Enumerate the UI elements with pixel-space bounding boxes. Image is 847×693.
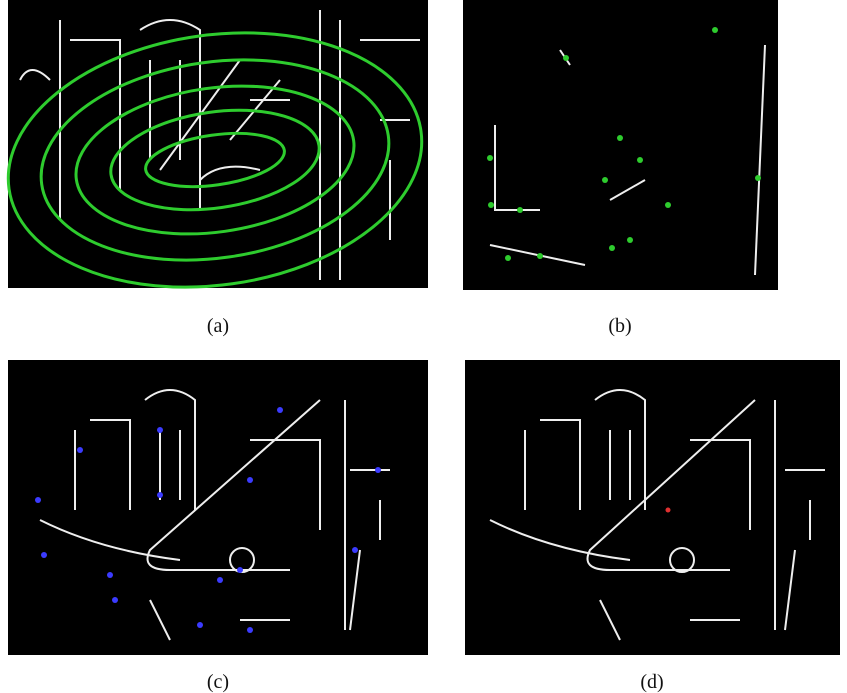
panel-d [465,360,840,655]
caption: (d) [640,671,663,693]
page: (a) (b) (c) (d) (() => { const data = JS… [0,0,847,693]
caption: (c) [207,671,229,693]
image-a [8,0,428,288]
caption: (a) [207,315,229,337]
panel-c [8,360,428,655]
image-d [465,360,840,655]
point-d [666,508,671,513]
image-c [8,360,428,655]
panel-a [0,0,438,313]
panel-b [463,0,778,290]
caption: (b) [608,315,631,337]
figure: (a) (b) (c) (d) [0,0,847,693]
image-b [463,0,778,290]
